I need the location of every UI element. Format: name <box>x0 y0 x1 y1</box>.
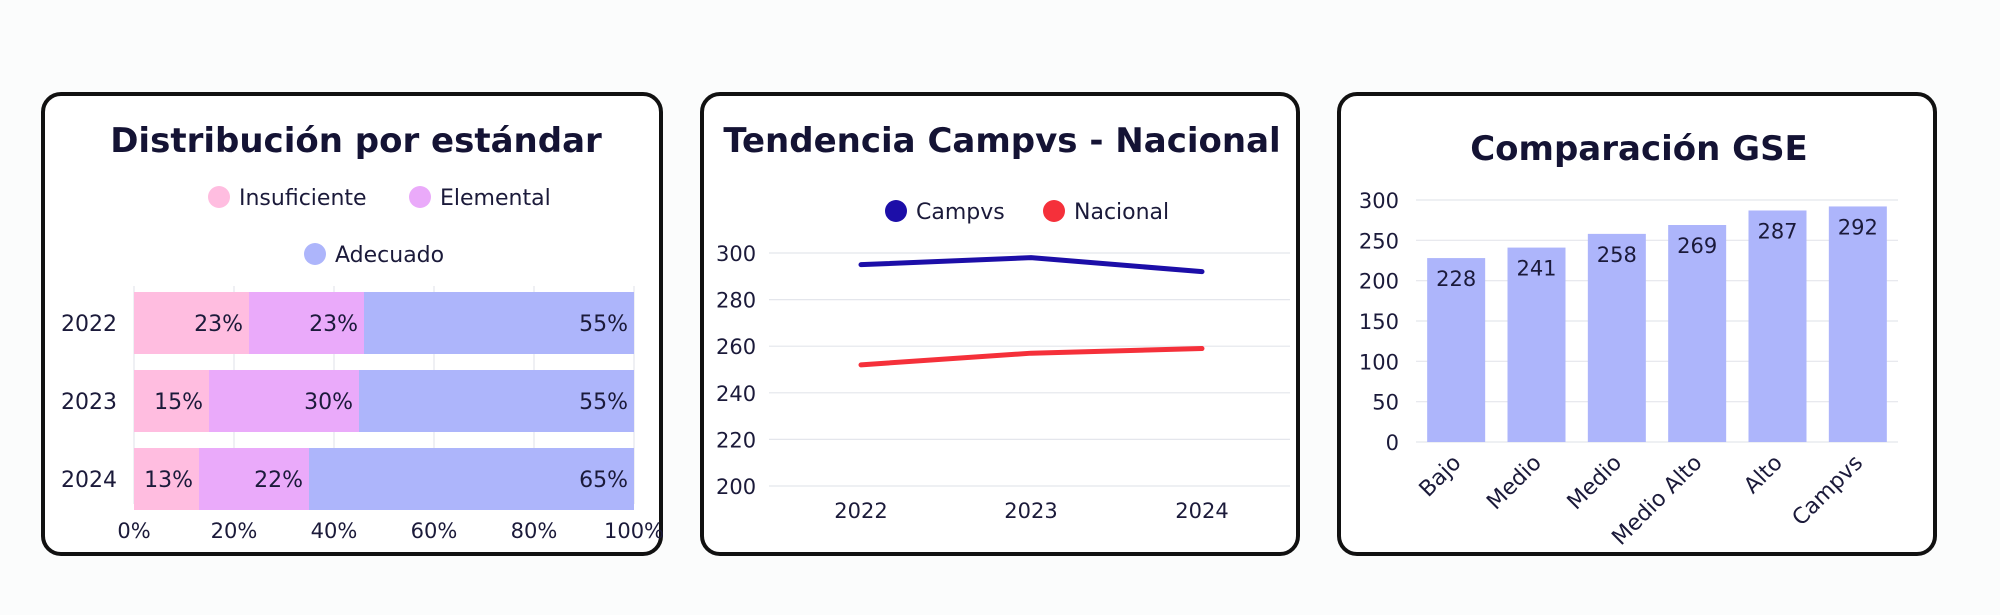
legend-marker-nacional <box>1043 200 1065 222</box>
bar-value-label: 269 <box>1677 234 1717 258</box>
legend-marker-insuficiente <box>208 186 230 208</box>
legend-marker-elemental <box>409 186 431 208</box>
legend-marker-adecuado <box>304 243 326 265</box>
x-tick-label: 100% <box>604 519 664 543</box>
x-tick-label: 20% <box>211 519 258 543</box>
bar-value-label: 228 <box>1436 267 1476 291</box>
category-label: Bajo <box>1415 451 1467 503</box>
segment-label: 22% <box>254 468 303 493</box>
gse-chart: Comparación GSE 0 50 100 150 200 250 300 228 Baj… <box>1359 129 1898 550</box>
bar-value-label: 292 <box>1838 215 1878 239</box>
category-label: 2022 <box>61 312 117 337</box>
trend-card: Tendencia Campvs - Nacional Campvs Nacion… <box>700 92 1300 556</box>
distribution-title: Distribución por estándar <box>110 121 602 161</box>
y-tick-label: 0 <box>1386 431 1399 455</box>
bar-segment-insuficiente <box>134 448 199 510</box>
segment-label: 55% <box>579 312 628 337</box>
segment-label: 65% <box>579 468 628 493</box>
x-tick-label: 2022 <box>834 499 887 523</box>
trend-title: Tendencia Campvs - Nacional <box>723 121 1280 161</box>
bar-value-label: 258 <box>1597 243 1637 267</box>
x-tick-label: 0% <box>117 519 150 543</box>
bar-segment-insuficiente <box>134 292 249 354</box>
legend-label-elemental: Elemental <box>440 186 551 211</box>
y-tick-label: 220 <box>716 428 756 452</box>
distribution-card: Distribución por estándar Insuficiente El… <box>41 92 664 556</box>
y-tick-label: 150 <box>1359 310 1399 334</box>
gse-bar <box>1828 206 1887 442</box>
x-tick-label: 60% <box>411 519 458 543</box>
segment-label: 13% <box>144 468 193 493</box>
category-label: Alto <box>1739 451 1787 499</box>
y-tick-label: 200 <box>1359 270 1399 294</box>
bar-value-label: 287 <box>1757 219 1797 243</box>
segment-label: 23% <box>194 312 243 337</box>
distribution-chart: Distribución por estándar Insuficiente El… <box>61 121 664 543</box>
x-tick-label: 2023 <box>1004 499 1057 523</box>
legend-label-adecuado: Adecuado <box>335 243 444 268</box>
y-tick-label: 100 <box>1359 350 1399 374</box>
bar-value-label: 241 <box>1516 257 1556 281</box>
bar-segment-adecuado <box>364 292 634 354</box>
category-label: 2024 <box>61 468 117 493</box>
segment-label: 55% <box>579 390 628 415</box>
category-label: Medio <box>1563 451 1627 515</box>
bar-segment-elemental <box>199 448 309 510</box>
bar-segment-adecuado <box>309 448 634 510</box>
legend-label-nacional: Nacional <box>1074 200 1169 225</box>
gse-card: Comparación GSE 0 50 100 150 200 250 300 228 Baj… <box>1337 92 1937 556</box>
series-line-nacional <box>858 346 1205 368</box>
x-tick-label: 80% <box>511 519 558 543</box>
x-tick-label: 2024 <box>1175 499 1228 523</box>
y-tick-label: 200 <box>716 475 756 499</box>
gse-bar <box>1587 233 1646 442</box>
segment-label: 30% <box>304 390 353 415</box>
segment-label: 15% <box>154 390 203 415</box>
y-tick-label: 50 <box>1372 391 1399 415</box>
gse-bar <box>1748 210 1807 442</box>
legend-label-campvs: Campvs <box>916 200 1005 225</box>
bar-segment-elemental <box>249 292 364 354</box>
legend-marker-campvs <box>885 200 907 222</box>
gse-bar <box>1507 247 1566 442</box>
bar-segment-insuficiente <box>134 370 209 432</box>
gse-bar <box>1668 225 1727 442</box>
category-label: Campvs <box>1788 451 1868 531</box>
segment-label: 23% <box>309 312 358 337</box>
category-label: 2023 <box>61 390 117 415</box>
gse-bar <box>1427 258 1486 442</box>
bar-segment-adecuado <box>359 370 634 432</box>
y-tick-label: 300 <box>1359 189 1399 213</box>
bar-segment-elemental <box>209 370 359 432</box>
y-tick-label: 300 <box>716 242 756 266</box>
trend-chart: Tendencia Campvs - Nacional Campvs Nacion… <box>716 121 1290 523</box>
series-line-campvs <box>858 255 1205 275</box>
y-tick-label: 260 <box>716 335 756 359</box>
y-tick-label: 250 <box>1359 229 1399 253</box>
y-tick-label: 240 <box>716 382 756 406</box>
y-tick-label: 280 <box>716 289 756 313</box>
gse-title: Comparación GSE <box>1470 129 1808 169</box>
legend-label-insuficiente: Insuficiente <box>239 186 367 211</box>
category-label: Medio <box>1482 451 1546 515</box>
x-tick-label: 40% <box>311 519 358 543</box>
